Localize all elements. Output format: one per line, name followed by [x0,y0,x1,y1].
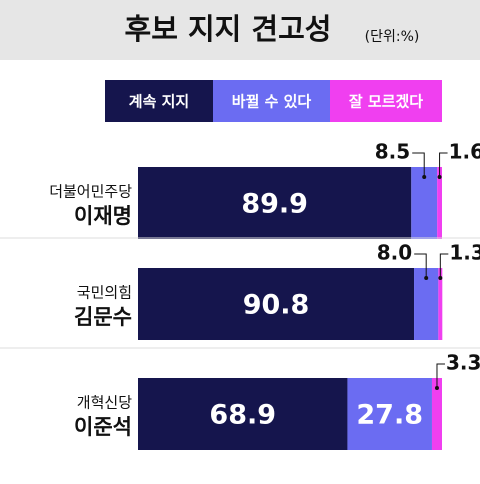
legend-label: 바뀔 수 있다 [232,93,312,111]
legend-swatch [213,80,330,122]
bar-segment [414,268,439,340]
category-party: 개혁신당 [77,394,132,412]
value-label: 1.6 [449,140,480,164]
value-label: 89.9 [241,189,308,220]
legend-label: 계속 지지 [129,93,189,111]
leader-dot [434,386,439,390]
leader-dot [424,276,429,280]
bar-segment [438,268,443,340]
value-label: 90.8 [243,290,310,321]
bar-segment [138,378,348,450]
bar-segment [138,268,415,340]
leader-line [439,253,449,278]
leader-line [436,363,445,388]
bar-segment [347,378,432,450]
category-name: 김문수 [74,305,132,329]
value-label: 8.5 [375,140,410,164]
leader-line [412,152,425,177]
legend-swatch [105,80,213,122]
title-band [0,0,480,60]
bar-segment [431,378,442,450]
category-name: 이재명 [74,204,132,228]
value-label: 8.0 [377,241,412,265]
leader-dot [437,175,442,179]
leader-line [414,253,427,278]
chart-subtitle: (단위:%) [365,29,420,45]
leader-line [439,152,448,177]
value-label: 1.3 [449,241,480,265]
chart-title: 후보 지지 견고성 [125,12,332,46]
value-label: 27.8 [356,400,423,431]
bar-segment [138,167,412,239]
value-label: 3.3 [446,351,480,375]
leader-dot [422,175,427,179]
legend-label: 잘 모르겠다 [349,93,423,111]
legend-swatch [330,80,442,122]
category-name: 이준석 [74,415,132,439]
category-party: 더불어민주당 [49,183,132,201]
category-party: 국민의힘 [77,284,132,302]
bar-segment [437,167,442,239]
value-label: 68.9 [209,400,276,431]
leader-dot [438,276,443,280]
